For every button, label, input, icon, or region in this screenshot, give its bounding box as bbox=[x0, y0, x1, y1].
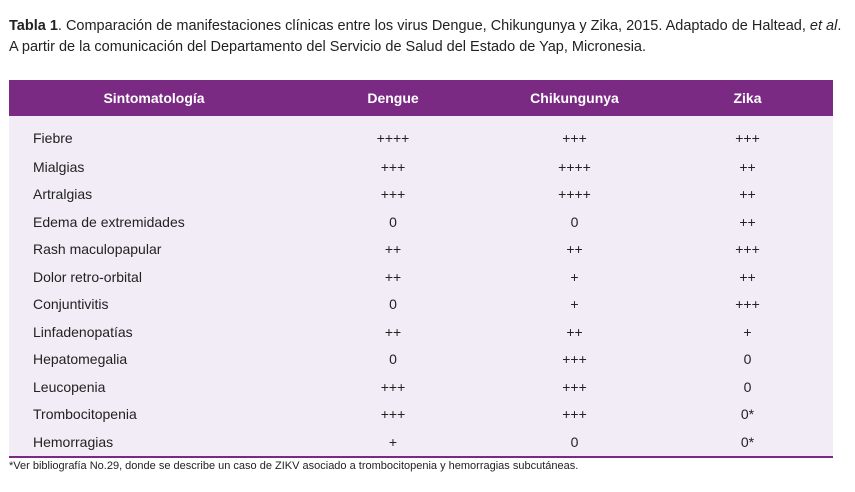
table-row: Artralgias +++ ++++ ++ bbox=[9, 181, 833, 209]
table-row: Leucopenia +++ +++ 0 bbox=[9, 373, 833, 401]
header-dengue: Dengue bbox=[367, 90, 419, 106]
symptom-cell: Hemorragias bbox=[33, 433, 114, 450]
table-row: Rash maculopapular ++ ++ +++ bbox=[9, 236, 833, 264]
zika-cell: + bbox=[743, 323, 752, 340]
symptom-cell: Dolor retro-orbital bbox=[33, 268, 142, 285]
dengue-cell: 0 bbox=[389, 296, 397, 313]
table-row: Dolor retro-orbital ++ + ++ bbox=[9, 263, 833, 291]
table-caption: Tabla 1. Comparación de manifestaciones … bbox=[9, 16, 849, 58]
footnote: *Ver bibliografía No.29, donde se descri… bbox=[9, 460, 579, 472]
symptom-cell: Trombocitopenia bbox=[33, 406, 137, 423]
table-row: Linfadenopatías ++ ++ + bbox=[9, 318, 833, 346]
chikungunya-cell: +++ bbox=[562, 406, 587, 423]
zika-cell: +++ bbox=[735, 241, 760, 258]
header-symptom: Sintomatología bbox=[103, 90, 205, 106]
table-row: Conjuntivitis 0 + +++ bbox=[9, 291, 833, 319]
table-bottom-rule bbox=[9, 455, 833, 458]
symptom-cell: Edema de extremidades bbox=[33, 213, 185, 230]
zika-cell: 0 bbox=[743, 351, 752, 368]
symptom-cell: Rash maculopapular bbox=[33, 241, 162, 258]
chikungunya-cell: ++++ bbox=[558, 158, 591, 175]
dengue-cell: +++ bbox=[380, 378, 406, 395]
chikungunya-cell: +++ bbox=[562, 129, 587, 146]
caption-italic: et al bbox=[809, 18, 838, 34]
zika-cell: 0* bbox=[740, 406, 755, 423]
chikungunya-cell: 0 bbox=[570, 213, 579, 230]
zika-cell: 0* bbox=[740, 433, 755, 450]
dengue-cell: 0 bbox=[389, 351, 397, 368]
chikungunya-cell: ++ bbox=[566, 241, 583, 258]
symptom-cell: Mialgias bbox=[33, 158, 85, 175]
zika-cell: 0 bbox=[743, 378, 752, 395]
symptom-cell: Leucopenia bbox=[33, 378, 106, 395]
caption-text-1: . Comparación de manifestaciones clínica… bbox=[57, 18, 810, 34]
caption-text-2: . bbox=[837, 18, 842, 34]
header-zika: Zika bbox=[733, 90, 762, 106]
symptom-cell: Hepatomegalia bbox=[33, 351, 128, 368]
zika-cell: ++ bbox=[739, 213, 756, 230]
dengue-cell: +++ bbox=[380, 158, 406, 175]
table-body: Fiebre ++++ +++ +++ Mialgias +++ ++++ ++ Artralg… bbox=[9, 116, 833, 456]
table-row: Fiebre ++++ +++ +++ bbox=[9, 116, 833, 153]
header-chikungunya: Chikungunya bbox=[530, 90, 619, 106]
zika-cell: +++ bbox=[735, 296, 760, 313]
symptom-cell: Fiebre bbox=[33, 129, 73, 146]
dengue-cell: + bbox=[388, 433, 398, 450]
zika-cell: +++ bbox=[735, 129, 760, 146]
symptom-table-wrapper: Sintomatología Dengue Chikungunya Zika F… bbox=[9, 80, 833, 458]
chikungunya-cell: 0 bbox=[570, 433, 579, 450]
table-row: Trombocitopenia +++ +++ 0* bbox=[9, 401, 833, 429]
table-row: Hepatomegalia 0 +++ 0 bbox=[9, 346, 833, 374]
dengue-cell: ++ bbox=[384, 241, 402, 258]
zika-cell: ++ bbox=[739, 186, 756, 203]
chikungunya-cell: + bbox=[570, 296, 579, 313]
symptom-cell: Artralgias bbox=[33, 186, 93, 203]
symptom-cell: Linfadenopatías bbox=[33, 323, 133, 340]
zika-cell: ++ bbox=[739, 268, 756, 285]
chikungunya-cell: +++ bbox=[562, 378, 587, 395]
dengue-cell: +++ bbox=[380, 406, 406, 423]
dengue-cell: ++ bbox=[384, 323, 402, 340]
table-row: Hemorragias +0 0* bbox=[9, 428, 833, 456]
zika-cell: ++ bbox=[739, 158, 756, 175]
chikungunya-cell: + bbox=[570, 268, 579, 285]
dengue-cell: ++ bbox=[384, 268, 402, 285]
chikungunya-cell: +++ bbox=[562, 351, 587, 368]
caption-label: Tabla 1 bbox=[9, 18, 58, 34]
table-row: Edema de extremidades 0 0 ++ bbox=[9, 208, 833, 236]
dengue-cell: +++ bbox=[380, 186, 406, 203]
caption-line-2: A partir de la comunicación del Departam… bbox=[9, 39, 647, 55]
table-row: Mialgias +++ ++++ ++ bbox=[9, 153, 833, 181]
chikungunya-cell: ++++ bbox=[558, 186, 591, 203]
dengue-cell: 0 bbox=[389, 213, 397, 230]
chikungunya-cell: ++ bbox=[566, 323, 583, 340]
symptom-cell: Conjuntivitis bbox=[33, 296, 109, 313]
dengue-cell: ++++ bbox=[376, 129, 410, 146]
table-header-row: Sintomatología Dengue Chikungunya Zika bbox=[9, 80, 833, 116]
symptom-table: Sintomatología Dengue Chikungunya Zika F… bbox=[9, 80, 833, 456]
caption-line-1: Tabla 1. Comparación de manifestaciones … bbox=[9, 16, 849, 37]
